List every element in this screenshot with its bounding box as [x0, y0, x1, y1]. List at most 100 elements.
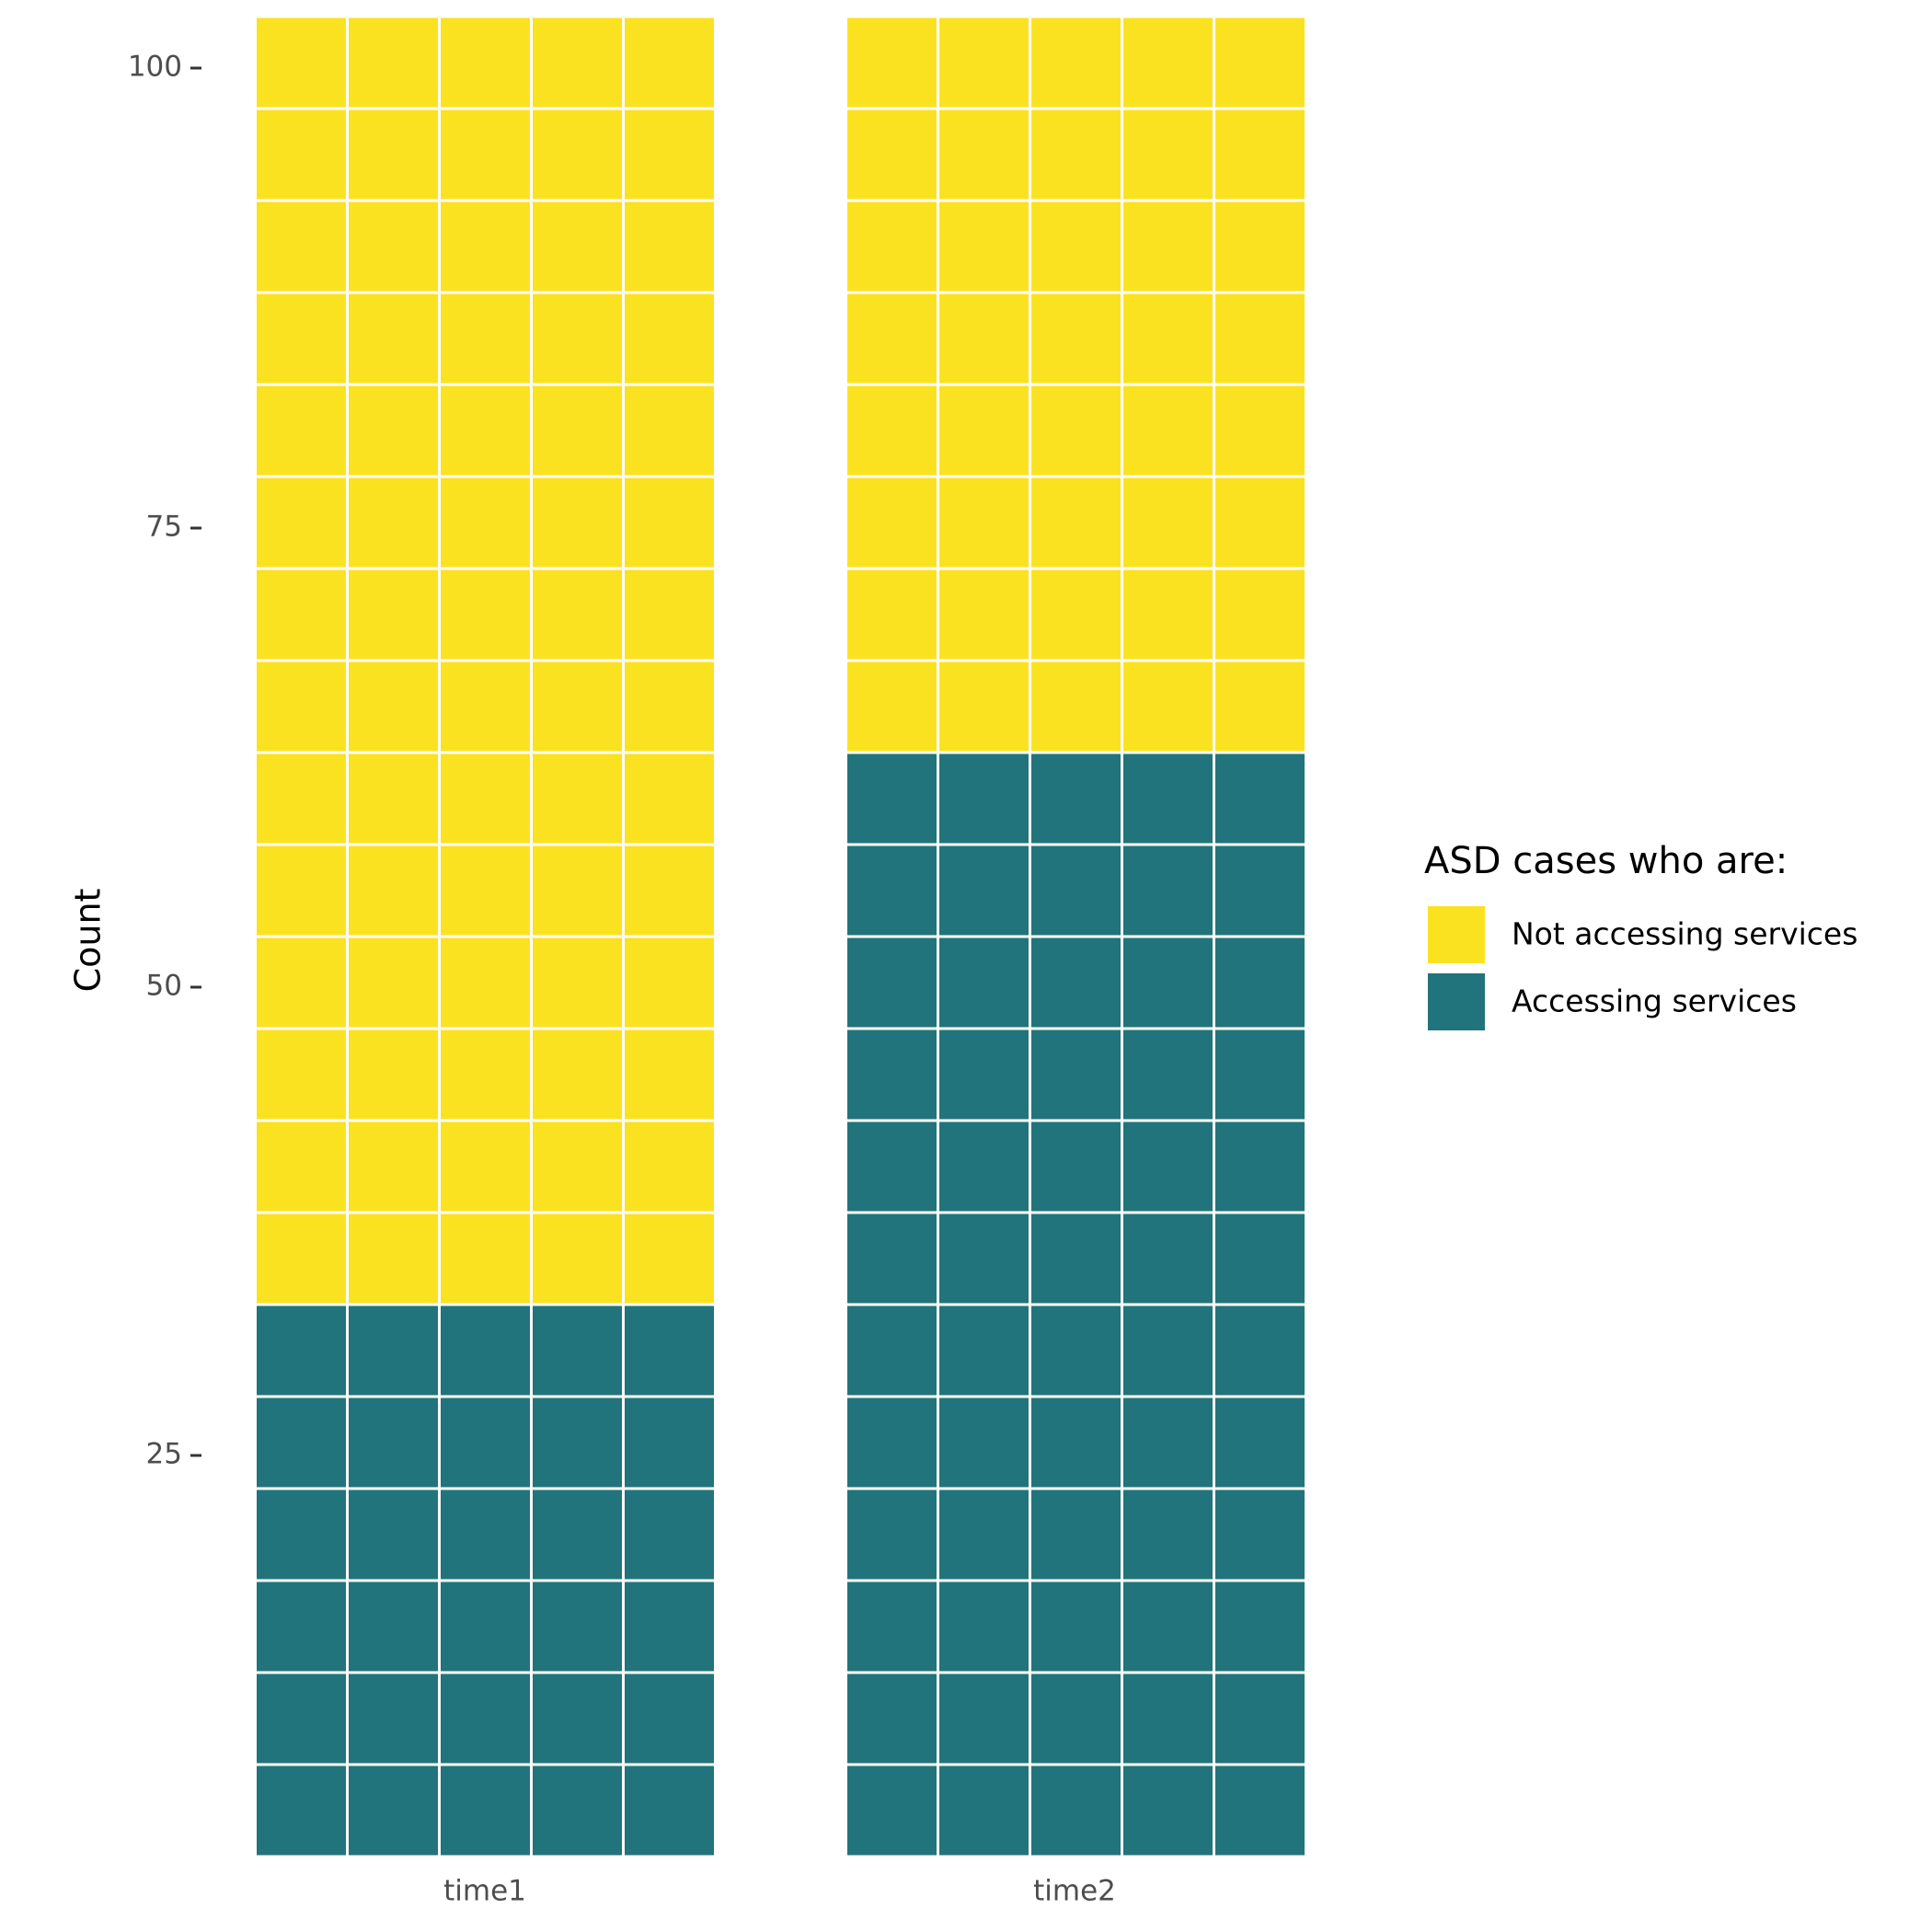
waffle-cell-time1-not-accessing-services: [349, 570, 438, 660]
waffle-cell-time2-accessing-services: [1031, 1306, 1121, 1396]
waffle-cell-time2-not-accessing-services: [939, 18, 1029, 108]
waffle-cell-time1-not-accessing-services: [625, 1122, 714, 1212]
waffle-cell-time2-not-accessing-services: [1031, 18, 1121, 108]
waffle-cell-time1-not-accessing-services: [349, 1122, 438, 1212]
waffle-cell-time1-accessing-services: [257, 1766, 346, 1856]
waffle-cell-time2-accessing-services: [1031, 754, 1121, 844]
waffle-cell-time1-accessing-services: [257, 1582, 346, 1672]
y-tick-label-75: 75: [146, 511, 182, 544]
waffle-cell-time1-not-accessing-services: [441, 1214, 530, 1304]
waffle-cell-time2-accessing-services: [939, 754, 1029, 844]
waffle-cell-time2-accessing-services: [1123, 1582, 1213, 1672]
waffle-cell-time1-not-accessing-services: [257, 1030, 346, 1120]
waffle-cell-time2-not-accessing-services: [1215, 294, 1305, 384]
waffle-cell-time1-accessing-services: [625, 1398, 714, 1488]
waffle-cell-time2-not-accessing-services: [1123, 202, 1213, 292]
waffle-cell-time1-accessing-services: [441, 1766, 530, 1856]
waffle-cell-time2-not-accessing-services: [1215, 18, 1305, 108]
waffle-cell-time1-not-accessing-services: [533, 18, 622, 108]
waffle-cell-time1-accessing-services: [533, 1582, 622, 1672]
waffle-cell-time1-not-accessing-services: [625, 662, 714, 752]
waffle-cell-time2-accessing-services: [847, 1582, 937, 1672]
waffle-cell-time1-accessing-services: [533, 1766, 622, 1856]
waffle-cell-time2-accessing-services: [939, 1306, 1029, 1396]
waffle-cell-time1-not-accessing-services: [533, 202, 622, 292]
waffle-cell-time1-not-accessing-services: [349, 1214, 438, 1304]
legend-label-accessing: Accessing services: [1512, 983, 1797, 1019]
waffle-cell-time2-accessing-services: [847, 1398, 937, 1488]
waffle-cell-time1-accessing-services: [533, 1674, 622, 1764]
waffle-cell-time2-accessing-services: [1123, 1490, 1213, 1580]
legend-key-not-accessing: [1428, 906, 1485, 963]
waffle-cell-time1-not-accessing-services: [441, 662, 530, 752]
waffle-cell-time1-not-accessing-services: [533, 478, 622, 568]
waffle-cell-time1-accessing-services: [533, 1490, 622, 1580]
waffle-cell-time2-accessing-services: [1215, 1122, 1305, 1212]
legend-label-not-accessing: Not accessing services: [1512, 916, 1857, 952]
waffle-cell-time1-not-accessing-services: [625, 294, 714, 384]
waffle-cell-time2-accessing-services: [1123, 754, 1213, 844]
waffle-cell-time1-not-accessing-services: [625, 1214, 714, 1304]
waffle-cell-time1-not-accessing-services: [349, 1030, 438, 1120]
waffle-cell-time2-not-accessing-services: [1215, 202, 1305, 292]
waffle-cell-time2-accessing-services: [1123, 1398, 1213, 1488]
waffle-cell-time1-not-accessing-services: [441, 938, 530, 1028]
waffle-cell-time1-not-accessing-services: [625, 846, 714, 936]
waffle-cell-time1-not-accessing-services: [257, 202, 346, 292]
waffle-cell-time2-accessing-services: [847, 846, 937, 936]
waffle-cell-time1-not-accessing-services: [441, 110, 530, 200]
waffle-cell-time2-not-accessing-services: [1031, 294, 1121, 384]
waffle-cell-time2-accessing-services: [939, 1582, 1029, 1672]
waffle-cell-time2-not-accessing-services: [939, 202, 1029, 292]
waffle-cell-time1-not-accessing-services: [257, 570, 346, 660]
waffle-cell-time2-accessing-services: [1031, 1214, 1121, 1304]
waffle-cell-time2-accessing-services: [939, 1766, 1029, 1856]
waffle-cell-time2-not-accessing-services: [847, 18, 937, 108]
waffle-cell-time1-not-accessing-services: [441, 386, 530, 476]
waffle-cell-time2-not-accessing-services: [1123, 294, 1213, 384]
waffle-cell-time2-not-accessing-services: [847, 386, 937, 476]
waffle-cell-time2-accessing-services: [939, 1674, 1029, 1764]
waffle-cell-time2-accessing-services: [1123, 1674, 1213, 1764]
waffle-cell-time2-not-accessing-services: [847, 202, 937, 292]
waffle-cell-time2-not-accessing-services: [1123, 110, 1213, 200]
waffle-cell-time1-accessing-services: [441, 1674, 530, 1764]
waffle-cell-time2-accessing-services: [939, 1030, 1029, 1120]
waffle-cell-time1-accessing-services: [441, 1582, 530, 1672]
waffle-cell-time2-accessing-services: [939, 938, 1029, 1028]
waffle-cell-time1-not-accessing-services: [441, 202, 530, 292]
waffle-cell-time2-accessing-services: [1031, 1398, 1121, 1488]
waffle-cell-time2-accessing-services: [1215, 1398, 1305, 1488]
waffle-cell-time2-accessing-services: [939, 846, 1029, 936]
waffle-cell-time1-not-accessing-services: [257, 662, 346, 752]
waffle-cell-time2-accessing-services: [1031, 1490, 1121, 1580]
waffle-cell-time1-accessing-services: [533, 1398, 622, 1488]
waffle-cell-time2-not-accessing-services: [939, 386, 1029, 476]
waffle-cell-time1-not-accessing-services: [441, 846, 530, 936]
waffle-cell-time2-accessing-services: [939, 1490, 1029, 1580]
waffle-cell-time2-accessing-services: [847, 1122, 937, 1212]
waffle-cell-time1-accessing-services: [625, 1582, 714, 1672]
waffle-cell-time2-not-accessing-services: [1031, 570, 1121, 660]
waffle-cell-time2-accessing-services: [939, 1398, 1029, 1488]
waffle-cell-time1-not-accessing-services: [257, 1214, 346, 1304]
waffle-cell-time2-not-accessing-services: [939, 294, 1029, 384]
waffle-cell-time1-not-accessing-services: [257, 478, 346, 568]
waffle-cell-time2-accessing-services: [1123, 1030, 1213, 1120]
waffle-cell-time1-not-accessing-services: [257, 110, 346, 200]
waffle-cell-time1-not-accessing-services: [349, 938, 438, 1028]
waffle-cell-time1-not-accessing-services: [257, 1122, 346, 1212]
waffle-cell-time2-not-accessing-services: [1123, 386, 1213, 476]
waffle-cell-time1-accessing-services: [257, 1674, 346, 1764]
waffle-cell-time2-accessing-services: [1031, 1582, 1121, 1672]
waffle-cell-time1-not-accessing-services: [625, 18, 714, 108]
waffle-cell-time1-accessing-services: [625, 1490, 714, 1580]
waffle-cell-time1-not-accessing-services: [625, 570, 714, 660]
waffle-cell-time1-not-accessing-services: [625, 110, 714, 200]
x-tick-label-time2: time2: [1033, 1875, 1116, 1908]
x-tick-label-time1: time1: [443, 1875, 526, 1908]
waffle-cell-time1-not-accessing-services: [349, 294, 438, 384]
waffle-cell-time2-not-accessing-services: [1123, 570, 1213, 660]
waffle-cell-time1-not-accessing-services: [349, 662, 438, 752]
